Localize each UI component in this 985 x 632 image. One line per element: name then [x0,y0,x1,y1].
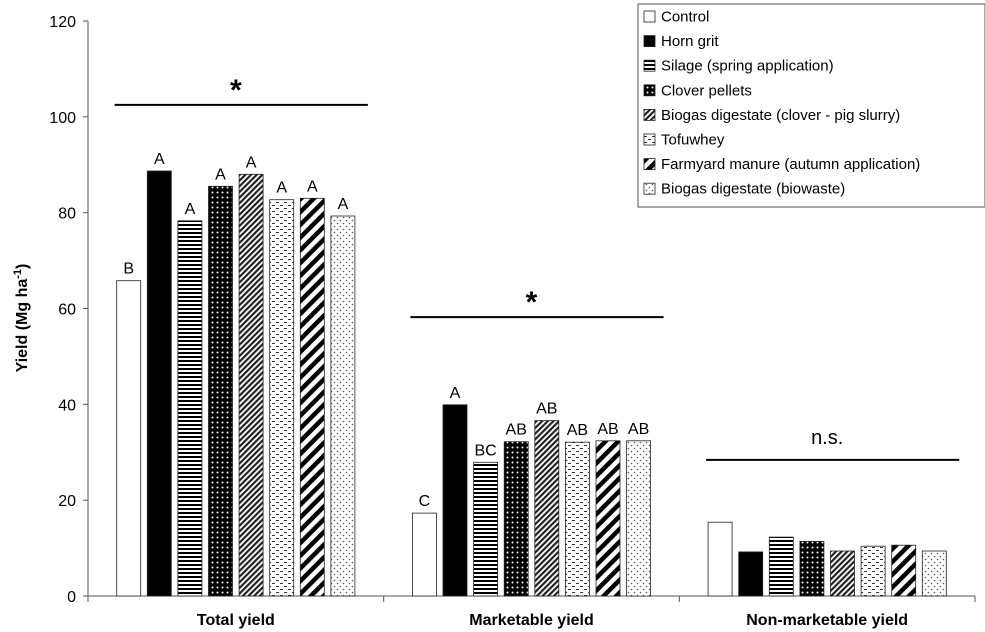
bar-label: A [338,196,349,213]
bar-label: B [123,261,134,278]
bar [299,197,325,597]
legend-swatch [643,109,656,121]
bar-label: AB [536,401,557,418]
bar-label: AB [506,422,527,439]
bar-label: AB [597,421,618,438]
bar [830,550,855,597]
bar [411,512,437,597]
bar-label: A [307,178,318,195]
legend-label: Farmyard manure (autumn application) [661,156,920,173]
legend-swatch [643,84,656,97]
bar [330,215,356,597]
bar [860,545,886,597]
bar [116,280,142,597]
bar [442,404,468,597]
bar-label: AB [628,421,649,438]
bar [503,441,529,597]
bar [799,541,825,597]
bar [565,441,590,597]
legend-label: Silage (spring application) [661,58,834,75]
y-tick-label: 20 [58,493,76,510]
bar [595,440,621,597]
bar-labels: B A A A A A A A C A BC AB AB AB AB AB [123,151,649,510]
bar-label: A [450,385,461,402]
bar-label: A [154,151,165,168]
legend-label: Clover pellets [661,82,752,99]
bars [116,170,947,597]
bar [534,420,560,597]
bar [626,440,651,597]
x-tick-label: Non-marketable yield [746,612,908,629]
bar-label: C [419,493,431,510]
legend-swatch [643,59,656,72]
legend-label: Horn grit [661,33,719,50]
bar [146,170,172,597]
y-tick-label: 100 [49,110,76,127]
bar [707,521,733,597]
legend-label: Biogas digestate (clover - pig slurry) [661,107,900,124]
y-tick-label: 60 [58,302,76,319]
bar [738,551,764,597]
significance-mark: * [526,286,538,319]
bar [238,173,264,597]
y-tick-label: 120 [49,14,76,31]
bar-label: AB [567,422,588,439]
bar-label: A [185,201,196,218]
x-tick-label: Total yield [197,612,275,629]
axes: 0 20 40 60 80 100 120 Total yield Marketable yie… [49,14,976,629]
significance-mark: n.s. [811,427,843,449]
y-tick-label: 80 [58,206,76,223]
bar-label: A [246,154,257,171]
legend-swatch [643,182,656,195]
bar [269,199,295,597]
bar [768,536,794,597]
bar-label: BC [474,442,496,459]
significance-mark: * [230,74,242,107]
legend-swatch [643,35,656,47]
y-axis-label: Yield (Mg ha-1) [12,264,31,373]
legend: Control Horn grit Silage (spring applicati… [637,3,985,208]
bar-label: A [276,180,287,197]
bar [177,220,203,597]
legend-swatch [643,158,656,171]
bar-label: A [215,166,226,183]
bar [473,461,499,597]
legend-label: Tofuwhey [661,132,725,149]
y-tick-label: 0 [67,589,76,606]
legend-swatch [643,10,656,23]
significance-annotations: * * n.s. [114,74,960,461]
legend-label: Control [661,9,709,26]
y-tick-label: 40 [58,397,76,414]
legend-label: Biogas digestate (biowaste) [661,181,845,198]
legend-swatch [643,133,656,146]
bar [208,185,233,597]
bar [891,544,917,597]
legend-box [637,3,985,208]
bar [921,550,947,597]
x-tick-label: Marketable yield [469,612,594,629]
